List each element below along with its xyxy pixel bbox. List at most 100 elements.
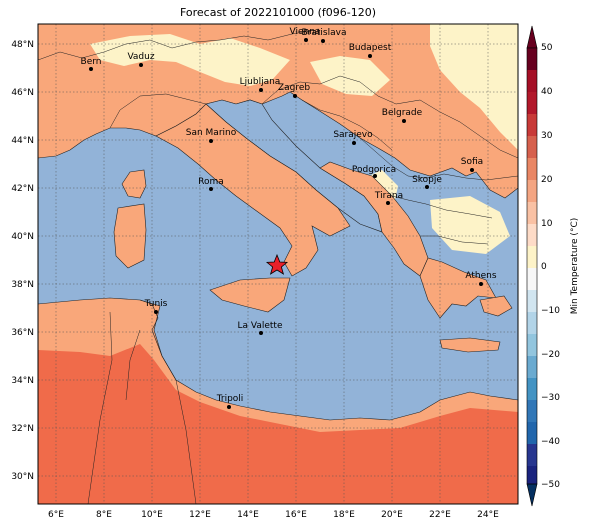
colorbar-segment: [527, 224, 537, 246]
cool-hungary: [310, 56, 390, 96]
lat-tick: 40°N: [11, 232, 34, 242]
colorbar-segment: [527, 158, 537, 180]
city-label: Belgrade: [382, 108, 423, 118]
city-label: Bern: [81, 57, 102, 67]
colorbar-segment: [527, 422, 537, 444]
colorbar-tick: −10: [541, 306, 560, 316]
lon-tick: 6°E: [48, 510, 64, 520]
tunisia-coast: [139, 299, 177, 381]
city-label: Zagreb: [278, 83, 310, 93]
colorbar-segment: [527, 114, 537, 136]
lat-tick: 38°N: [11, 280, 34, 290]
lat-tick: 30°N: [11, 472, 34, 482]
colorbar-segment: [527, 356, 537, 378]
lon-tick: 10°E: [141, 510, 163, 520]
lon-tick: 16°E: [285, 510, 307, 520]
colorbar-label: Min Temperature (°C): [570, 218, 580, 315]
colorbar-segment: [527, 444, 537, 466]
colorbar-tick: 20: [541, 175, 553, 185]
city-marker: [321, 39, 325, 43]
land-north: [38, 24, 518, 199]
country-borders: [38, 29, 518, 504]
city-marker: [139, 63, 143, 67]
city-marker: [373, 174, 377, 178]
city-marker: [386, 201, 390, 205]
lat-tick: 48°N: [11, 40, 34, 50]
colorbar-segment: [527, 268, 537, 290]
city-label: Roma: [198, 177, 224, 187]
lat-tick: 46°N: [11, 88, 34, 98]
city-label: Sarajevo: [333, 130, 373, 140]
colorbar-segment: [527, 290, 537, 312]
city-marker: [154, 310, 158, 314]
city-marker: [293, 94, 297, 98]
city-label: Tunis: [144, 299, 168, 309]
lat-tick: 44°N: [11, 136, 34, 146]
city-marker: [209, 139, 213, 143]
colorbar-tick: 0: [541, 262, 547, 272]
land-sicily: [209, 277, 291, 313]
colorbar-tick: 10: [541, 219, 553, 229]
lon-axis: 6°E 8°E 10°E 12°E 14°E 16°E 18°E 20°E 22…: [48, 510, 499, 520]
cool-alps: [90, 34, 290, 86]
hot-africa: [38, 344, 518, 504]
city-label: Bratislava: [302, 28, 347, 38]
city-marker: [209, 187, 213, 191]
city-marker: [304, 38, 308, 42]
colorbar-segment: [527, 312, 537, 334]
land-italy: [155, 103, 351, 277]
colorbar-tick: −50: [541, 480, 560, 490]
colorbar-segment: [527, 136, 537, 158]
city-label: Skopje: [412, 175, 442, 185]
colorbar-segment: [527, 180, 537, 202]
colorbar-tick: 30: [541, 131, 553, 141]
colorbar-frame: [526, 47, 538, 485]
city-label: Vienna: [290, 27, 321, 37]
lat-tick: 32°N: [11, 424, 34, 434]
city-label: Vaduz: [127, 52, 154, 62]
lon-tick: 24°E: [477, 510, 499, 520]
colorbar-segment: [527, 378, 537, 400]
city-marker: [259, 88, 263, 92]
land-corsica: [121, 169, 147, 199]
city-label: Athens: [465, 271, 496, 281]
city-marker: [89, 67, 93, 71]
lon-tick: 12°E: [189, 510, 211, 520]
city-marker: [352, 141, 356, 145]
colorbar-tick: −20: [541, 350, 560, 360]
lat-tick: 36°N: [11, 328, 34, 338]
city-label: Podgorica: [352, 165, 396, 175]
land-balkans: [319, 161, 429, 277]
lon-tick: 20°E: [381, 510, 403, 520]
lon-tick: 14°E: [237, 510, 259, 520]
map-title: Forecast of 2022101000 (f096-120): [179, 6, 377, 19]
colorbar-arrow-bottom-icon: [526, 483, 538, 507]
colorbar-tick: −40: [541, 437, 560, 447]
city-marker: [368, 54, 372, 58]
lon-tick: 22°E: [429, 510, 451, 520]
city-label: Tripoli: [216, 394, 244, 404]
colorbar-segment: [527, 48, 537, 70]
city-label: Sofia: [461, 157, 483, 167]
colorbar-tick: −30: [541, 393, 560, 403]
city-label: Tirana: [374, 191, 403, 201]
city-marker: [479, 282, 483, 286]
lon-tick: 18°E: [333, 510, 355, 520]
colorbar-arrow-top-icon: [526, 25, 538, 49]
city-marker: [259, 331, 263, 335]
lon-tick: 8°E: [96, 510, 112, 520]
city-label: San Marino: [186, 128, 237, 138]
colorbar-segment: [527, 92, 537, 114]
colorbar-segment: [527, 400, 537, 422]
colorbar-segment: [527, 202, 537, 224]
cool-east: [430, 24, 518, 150]
colorbar-segment: [527, 70, 537, 92]
colorbar-segment: [527, 334, 537, 356]
lat-tick: 34°N: [11, 376, 34, 386]
city-marker: [425, 185, 429, 189]
graticule: [38, 24, 518, 504]
city-label: La Valette: [238, 321, 283, 331]
land-crete: [439, 337, 501, 353]
city-marker: [470, 168, 474, 172]
